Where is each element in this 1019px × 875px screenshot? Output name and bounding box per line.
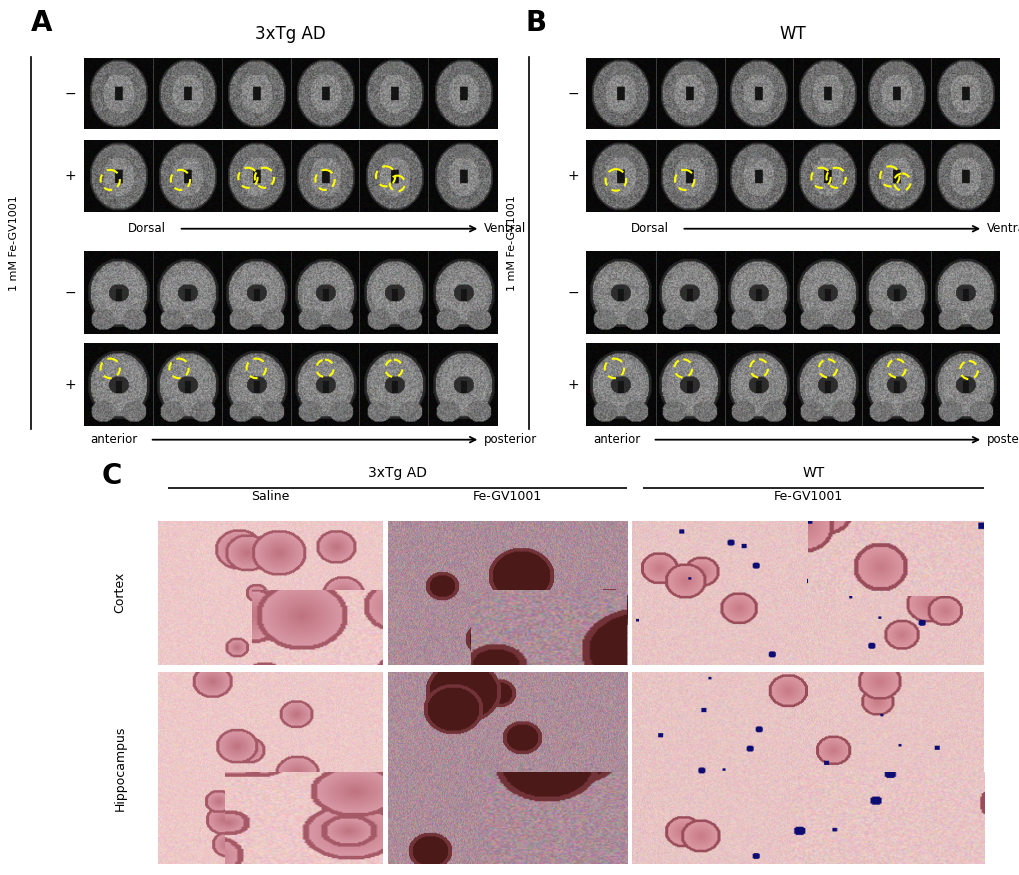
- Text: anterior: anterior: [90, 433, 138, 446]
- Text: posterior: posterior: [484, 433, 537, 446]
- Text: +: +: [64, 378, 76, 392]
- Text: Ventral: Ventral: [484, 222, 526, 235]
- Text: +: +: [64, 169, 76, 183]
- Text: Dorsal: Dorsal: [128, 222, 166, 235]
- Text: WT: WT: [802, 466, 823, 480]
- Text: 1 mM Fe-GV1001: 1 mM Fe-GV1001: [9, 195, 19, 290]
- Text: −: −: [64, 87, 76, 101]
- Text: 3xTg AD: 3xTg AD: [255, 25, 325, 43]
- Text: Saline: Saline: [251, 491, 289, 503]
- Text: Hippocampus: Hippocampus: [113, 725, 126, 811]
- Text: 1 mM Fe-GV1001: 1 mM Fe-GV1001: [506, 195, 517, 290]
- Text: WT: WT: [779, 25, 806, 43]
- Text: −: −: [64, 285, 76, 299]
- Text: posterior: posterior: [986, 433, 1019, 446]
- Text: +: +: [567, 169, 579, 183]
- Text: Fe-GV1001: Fe-GV1001: [773, 491, 842, 503]
- Text: Dorsal: Dorsal: [631, 222, 668, 235]
- Text: C: C: [102, 462, 122, 490]
- Text: Fe-GV1001: Fe-GV1001: [473, 491, 541, 503]
- Text: Cortex: Cortex: [113, 572, 126, 613]
- Text: −: −: [567, 87, 579, 101]
- Text: +: +: [567, 378, 579, 392]
- Text: −: −: [567, 285, 579, 299]
- Text: B: B: [525, 9, 546, 37]
- Text: Ventral: Ventral: [986, 222, 1019, 235]
- Text: 3xTg AD: 3xTg AD: [368, 466, 427, 480]
- Text: A: A: [31, 9, 52, 37]
- Text: anterior: anterior: [592, 433, 640, 446]
